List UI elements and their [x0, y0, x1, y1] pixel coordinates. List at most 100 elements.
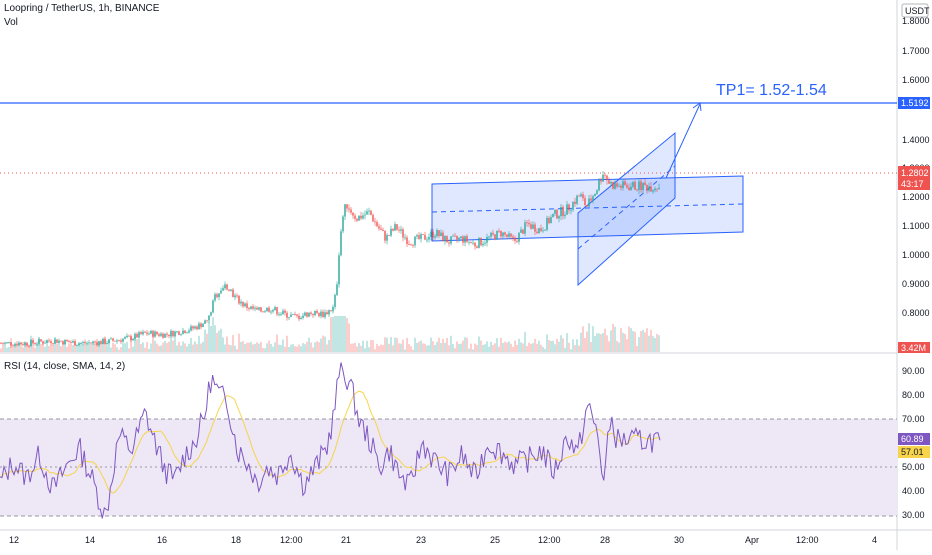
volume-indicator-label[interactable]: Vol [4, 17, 18, 28]
candle-body [154, 331, 156, 337]
candle-body [472, 242, 474, 244]
last-price-badge-label: 1.2802 [901, 168, 929, 178]
candle-body [254, 307, 256, 309]
time-tick: 28 [600, 535, 610, 545]
candle-body [402, 229, 404, 238]
volume-bar [322, 335, 324, 352]
volume-bar [112, 342, 114, 352]
candle-body [238, 295, 240, 304]
candle-body [46, 340, 48, 343]
candle-body [18, 342, 20, 346]
time-axis[interactable]: 12 14 16 18 12:00 21 23 25 12:00 28 30 A… [9, 535, 877, 545]
volume-bar [220, 328, 222, 352]
volume-bar [204, 329, 206, 352]
candle-body [236, 295, 238, 297]
volume-bar [624, 333, 626, 352]
currency-badge[interactable] [901, 3, 929, 18]
candle-body [142, 331, 144, 335]
candle-body [428, 236, 430, 240]
candle-body [624, 181, 626, 186]
rising-channel[interactable] [577, 131, 676, 287]
candle-body [176, 331, 178, 333]
candle-body [518, 232, 520, 242]
candle-body [276, 307, 278, 315]
rsi-tick: 50.00 [902, 462, 925, 472]
volume-bar [232, 335, 234, 352]
candle-body [148, 333, 150, 335]
volume-bar [648, 335, 650, 352]
candle-body [526, 222, 528, 224]
volume-bar [586, 331, 588, 352]
volume-bar [414, 337, 416, 352]
candle-body [114, 340, 116, 342]
volume-bar [468, 348, 470, 352]
volume-bar [514, 340, 516, 352]
candle-body [112, 338, 114, 341]
rsi-axis[interactable]: 90.00 80.00 70.00 50.00 40.00 30.00 [902, 366, 925, 520]
candle-body [426, 239, 428, 241]
candle-body [498, 230, 500, 232]
candle-body [102, 339, 104, 345]
symbol-title[interactable]: Loopring / TetherUS, 1h, BINANCE [4, 3, 160, 14]
candle-body [294, 314, 296, 315]
target-annotation[interactable]: TP1= 1.52-1.54 [716, 82, 827, 99]
volume-bar [634, 331, 636, 352]
candle-body [406, 237, 408, 245]
volume-bar [566, 333, 568, 352]
volume-bar [372, 340, 374, 352]
rising-channel-midline [577, 165, 676, 250]
volume-bar [212, 317, 214, 352]
volume-bar [76, 345, 78, 352]
candle-body [124, 337, 126, 339]
volume-bar [486, 341, 488, 352]
volume-bar [334, 316, 336, 352]
volume-bar [164, 340, 166, 352]
currency-badge-label: USDT [905, 6, 930, 16]
candle-body [202, 323, 204, 328]
volume-bar [564, 347, 566, 352]
time-tick: 12 [9, 535, 19, 545]
volume-bar [254, 343, 256, 352]
candle-body [306, 312, 308, 317]
candle-body [90, 342, 92, 344]
candle-body [368, 210, 370, 212]
rsi-indicator-label[interactable]: RSI (14, close, SMA, 14, 2) [4, 361, 126, 372]
volume-bar [252, 344, 254, 352]
volume-bar [504, 341, 506, 352]
volume-bar [396, 337, 398, 352]
volume-bar [332, 316, 334, 352]
volume-bar [572, 339, 574, 352]
candle-body [230, 289, 232, 291]
volume-bar [596, 333, 598, 352]
candle-body [298, 315, 300, 320]
candle-body [128, 335, 130, 337]
volume-bar [256, 342, 258, 352]
candle-body [470, 241, 472, 243]
volume-bar [474, 343, 476, 352]
candle-body [448, 242, 450, 244]
volume-bar [290, 344, 292, 352]
candle-body [188, 330, 190, 333]
target-arrow-line[interactable] [665, 103, 701, 179]
volume-bar [54, 337, 56, 352]
candle-body [332, 306, 334, 312]
candle-body [634, 182, 636, 190]
candle-body [430, 231, 432, 237]
candlestick-series[interactable] [0, 171, 660, 349]
candle-body [432, 231, 434, 238]
volume-bar [276, 334, 278, 352]
candle-body [580, 194, 582, 197]
candle-body [200, 323, 202, 328]
volume-bar [268, 340, 270, 352]
volume-bar [328, 339, 330, 352]
candle-body [360, 215, 362, 219]
candle-body [50, 341, 52, 344]
candle-body [496, 230, 498, 240]
candle-body [116, 340, 118, 342]
price-pane[interactable] [0, 0, 897, 352]
candle-body [504, 232, 506, 235]
candle-body [78, 343, 80, 345]
candle-body [82, 342, 84, 344]
